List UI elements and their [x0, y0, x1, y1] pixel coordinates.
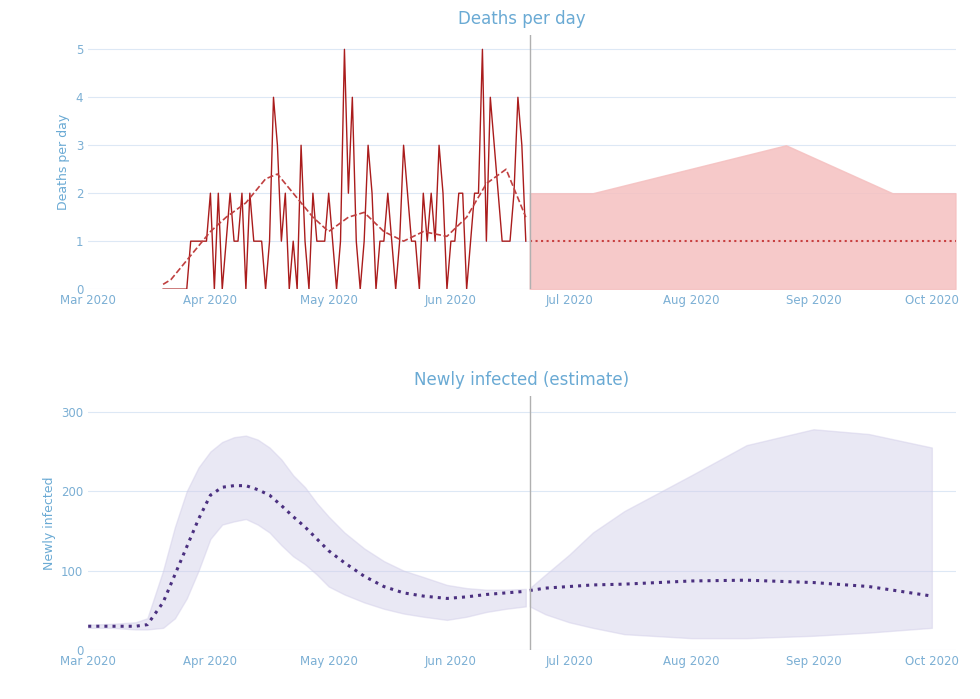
Y-axis label: Newly infected: Newly infected	[42, 476, 56, 570]
Title: Newly infected (estimate): Newly infected (estimate)	[415, 370, 629, 389]
Y-axis label: Deaths per day: Deaths per day	[57, 114, 71, 210]
Title: Deaths per day: Deaths per day	[458, 10, 586, 28]
